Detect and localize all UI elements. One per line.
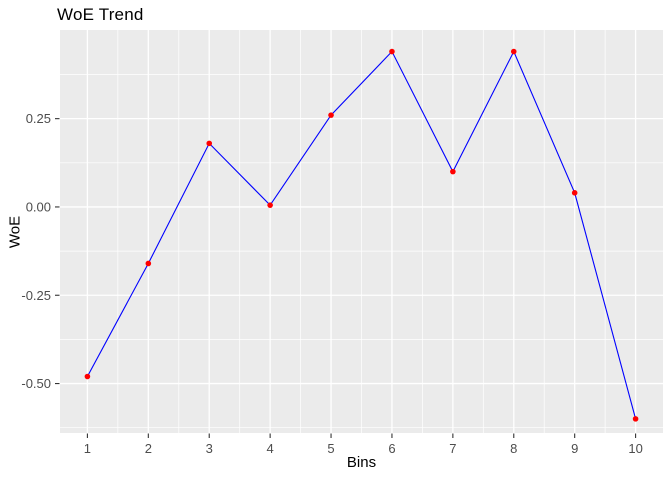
x-tick-label: 3 <box>206 441 213 456</box>
y-tick-label: 0.00 <box>26 199 51 214</box>
data-point <box>267 202 273 208</box>
data-point <box>206 140 213 147</box>
data-point <box>84 373 91 380</box>
x-tick-label: 1 <box>84 441 91 456</box>
y-axis-title: WoE <box>6 215 24 249</box>
x-tick-label: 5 <box>327 441 334 456</box>
x-axis-title: Bins <box>346 454 377 471</box>
y-tick-label: 0.25 <box>26 111 51 126</box>
y-tick-label: -0.25 <box>21 288 51 303</box>
x-tick-label: 8 <box>510 441 517 456</box>
data-point <box>632 416 639 422</box>
x-tick-label: 9 <box>571 441 578 456</box>
trend-line <box>86 50 637 420</box>
x-tick-label: 7 <box>449 441 456 456</box>
y-tick-label: -0.50 <box>21 376 51 391</box>
data-point <box>510 48 517 55</box>
data-point <box>450 168 456 175</box>
chart-title: WoE Trend <box>57 5 144 24</box>
data-point <box>389 48 395 55</box>
data-point <box>145 260 152 267</box>
x-tick-label: 10 <box>628 441 642 456</box>
data-point <box>571 190 578 196</box>
data-point <box>328 112 334 118</box>
x-tick-label: 2 <box>145 441 152 456</box>
x-tick-label: 6 <box>388 441 395 456</box>
x-tick-label: 4 <box>267 441 274 456</box>
